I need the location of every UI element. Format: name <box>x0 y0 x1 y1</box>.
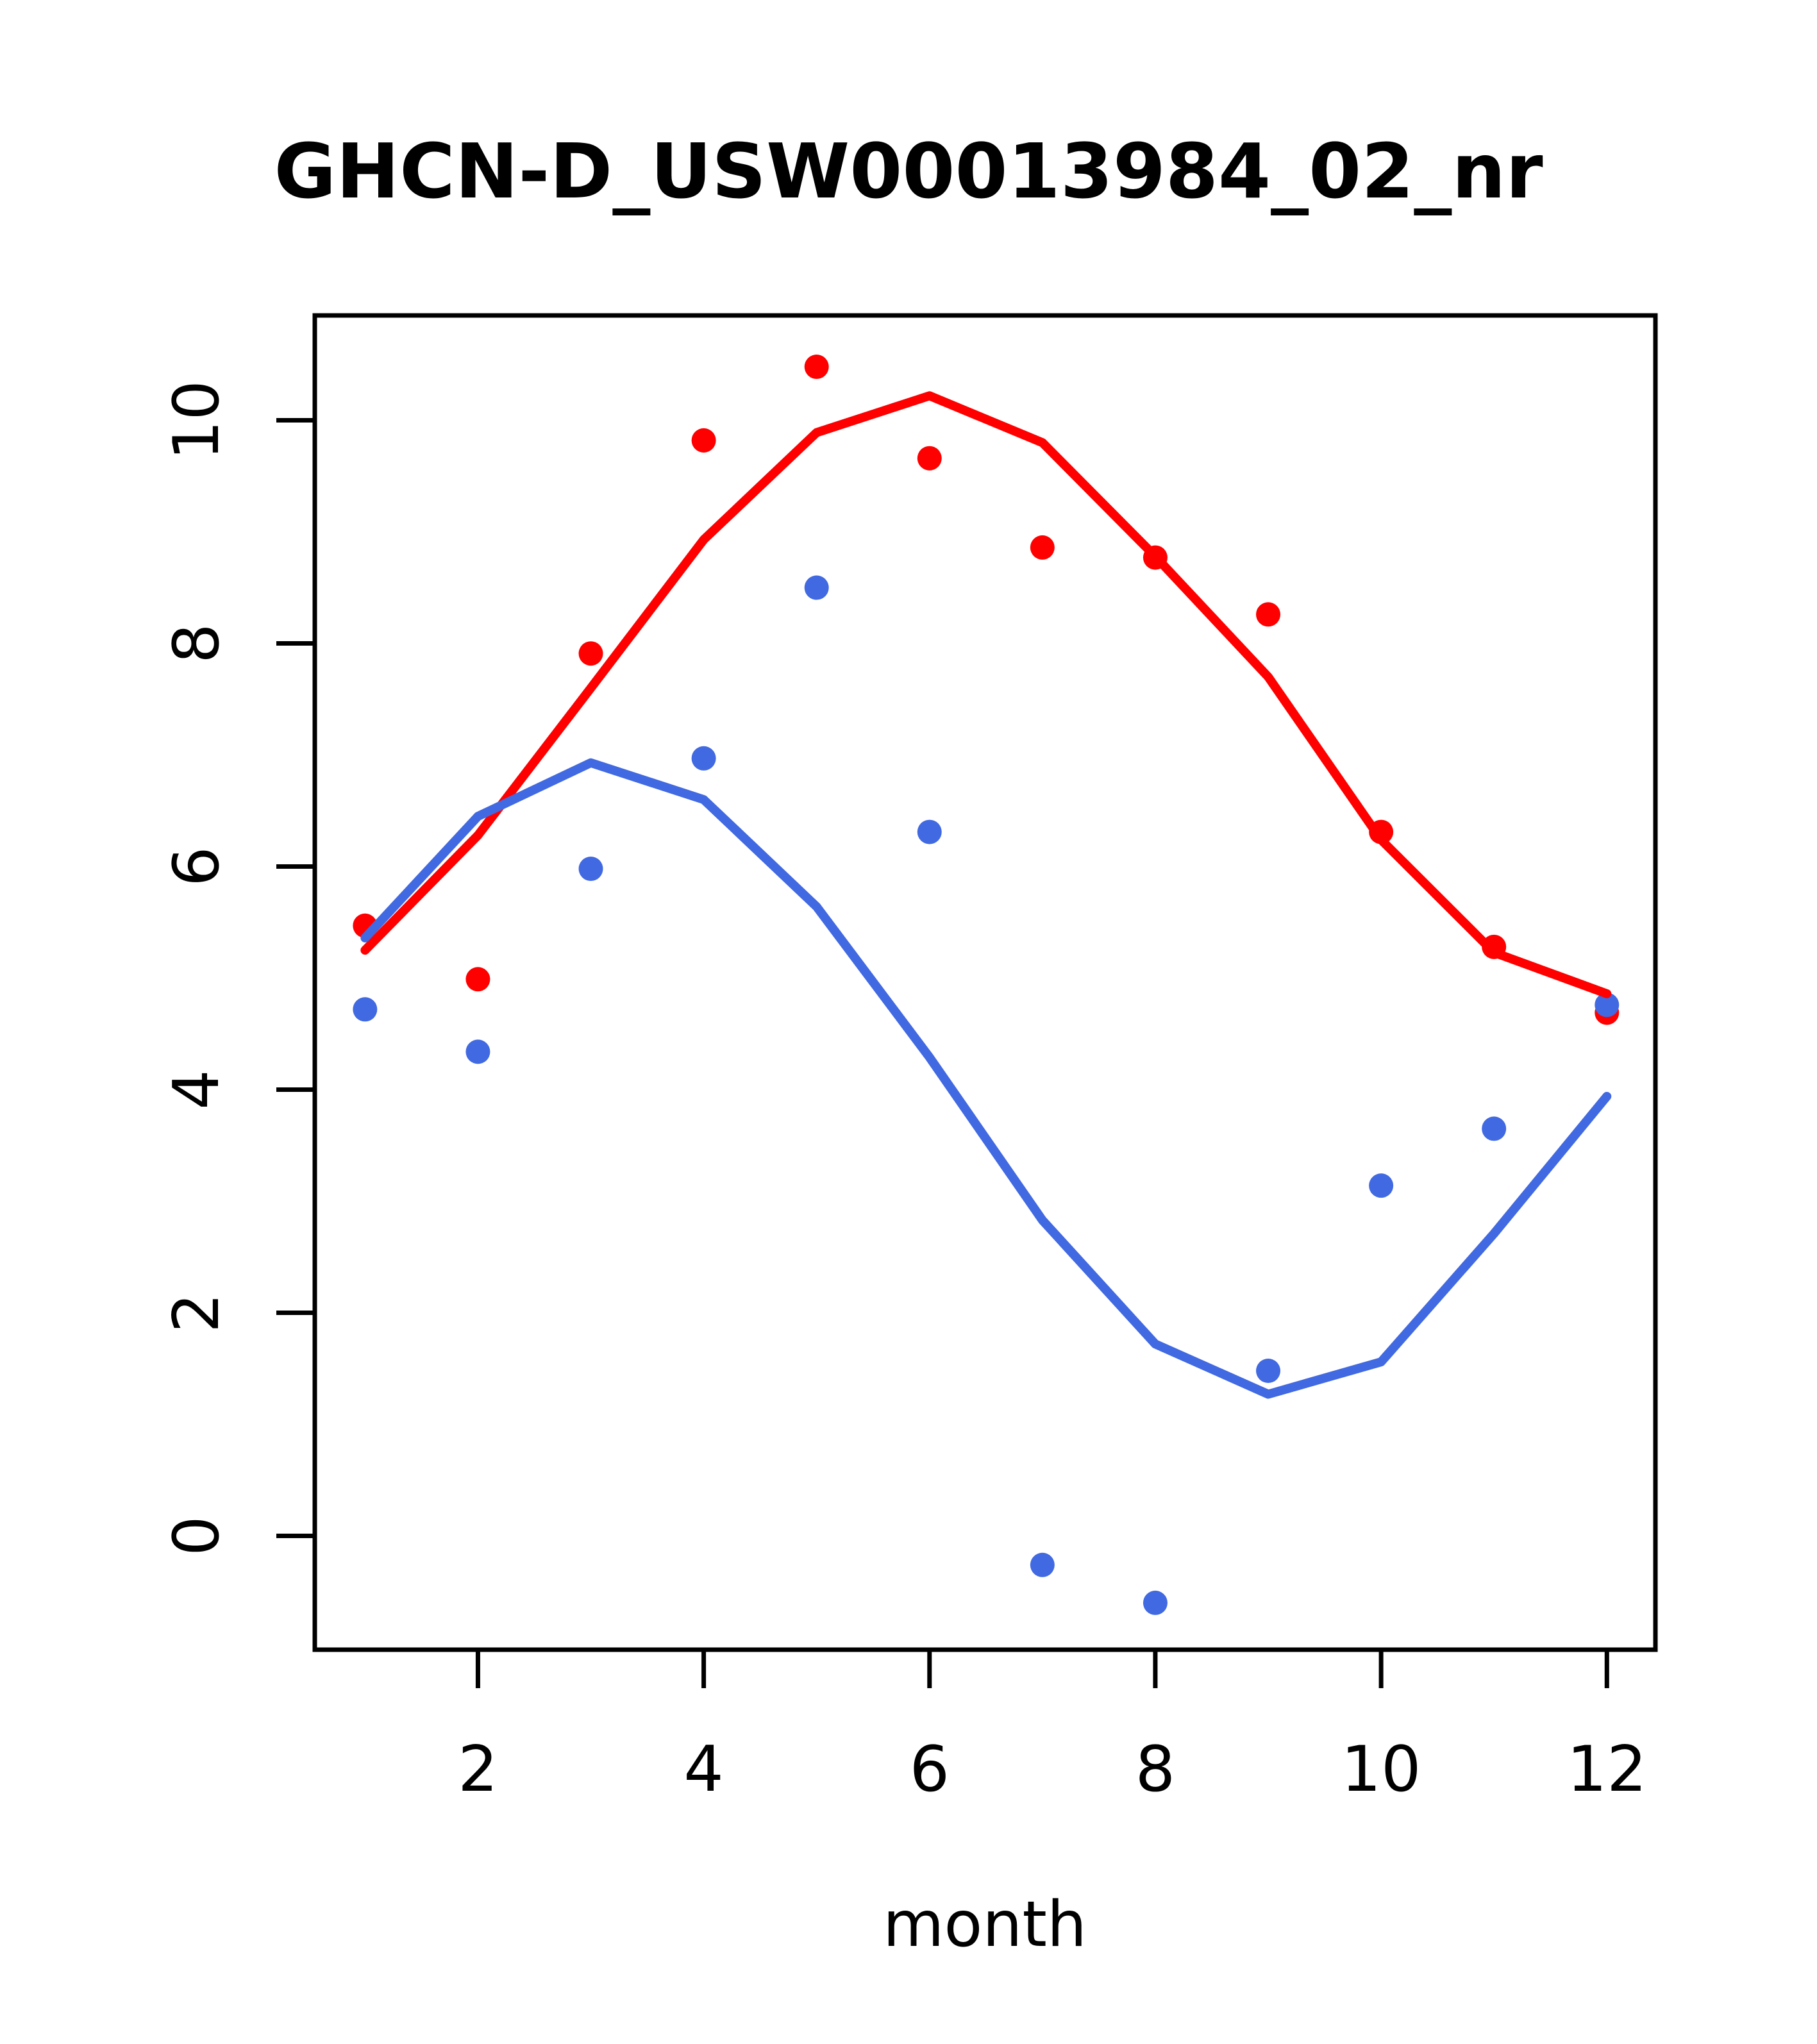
y-tick-label: 8 <box>160 623 233 663</box>
red-data-point <box>804 355 829 380</box>
blue-data-point <box>1256 1359 1281 1384</box>
blue-data-point <box>465 1039 490 1064</box>
blue-data-line <box>360 758 1612 1399</box>
blue-data-point <box>353 997 378 1022</box>
x-tick-label: 12 <box>1567 1733 1647 1806</box>
blue-data-point <box>1482 1116 1507 1141</box>
x-tick-label: 6 <box>910 1733 950 1806</box>
y-tick-label: 2 <box>160 1293 233 1332</box>
blue-data-point <box>917 819 942 844</box>
x-tick-label: 4 <box>683 1733 723 1806</box>
blue-data-point <box>691 746 716 771</box>
x-axis-label: month <box>882 1888 1087 1961</box>
blue-data-point <box>1369 1173 1394 1198</box>
y-tick-label: 10 <box>160 380 233 460</box>
red-data-line <box>360 391 1612 998</box>
red-data-point <box>465 967 490 992</box>
blue-data-point <box>1030 1552 1055 1577</box>
red-data-point <box>1256 602 1281 627</box>
red-data-point <box>578 641 603 666</box>
red-data-point <box>1030 535 1055 560</box>
y-tick-label: 0 <box>160 1516 233 1555</box>
red-data-point <box>691 428 716 453</box>
x-tick-label: 10 <box>1341 1733 1421 1806</box>
x-tick-label: 8 <box>1135 1733 1175 1806</box>
y-tick-label: 6 <box>160 846 233 886</box>
blue-data-point <box>804 575 829 600</box>
plot-box <box>312 313 1658 1652</box>
y-tick-label: 4 <box>160 1069 233 1109</box>
blue-data-point <box>1595 993 1620 1018</box>
x-tick-label: 2 <box>458 1733 498 1806</box>
red-data-point <box>917 446 942 471</box>
chart-title: GHCN-D_USW00013984_02_nr <box>274 127 1543 215</box>
blue-data-point <box>1143 1590 1168 1615</box>
blue-data-point <box>578 857 603 882</box>
